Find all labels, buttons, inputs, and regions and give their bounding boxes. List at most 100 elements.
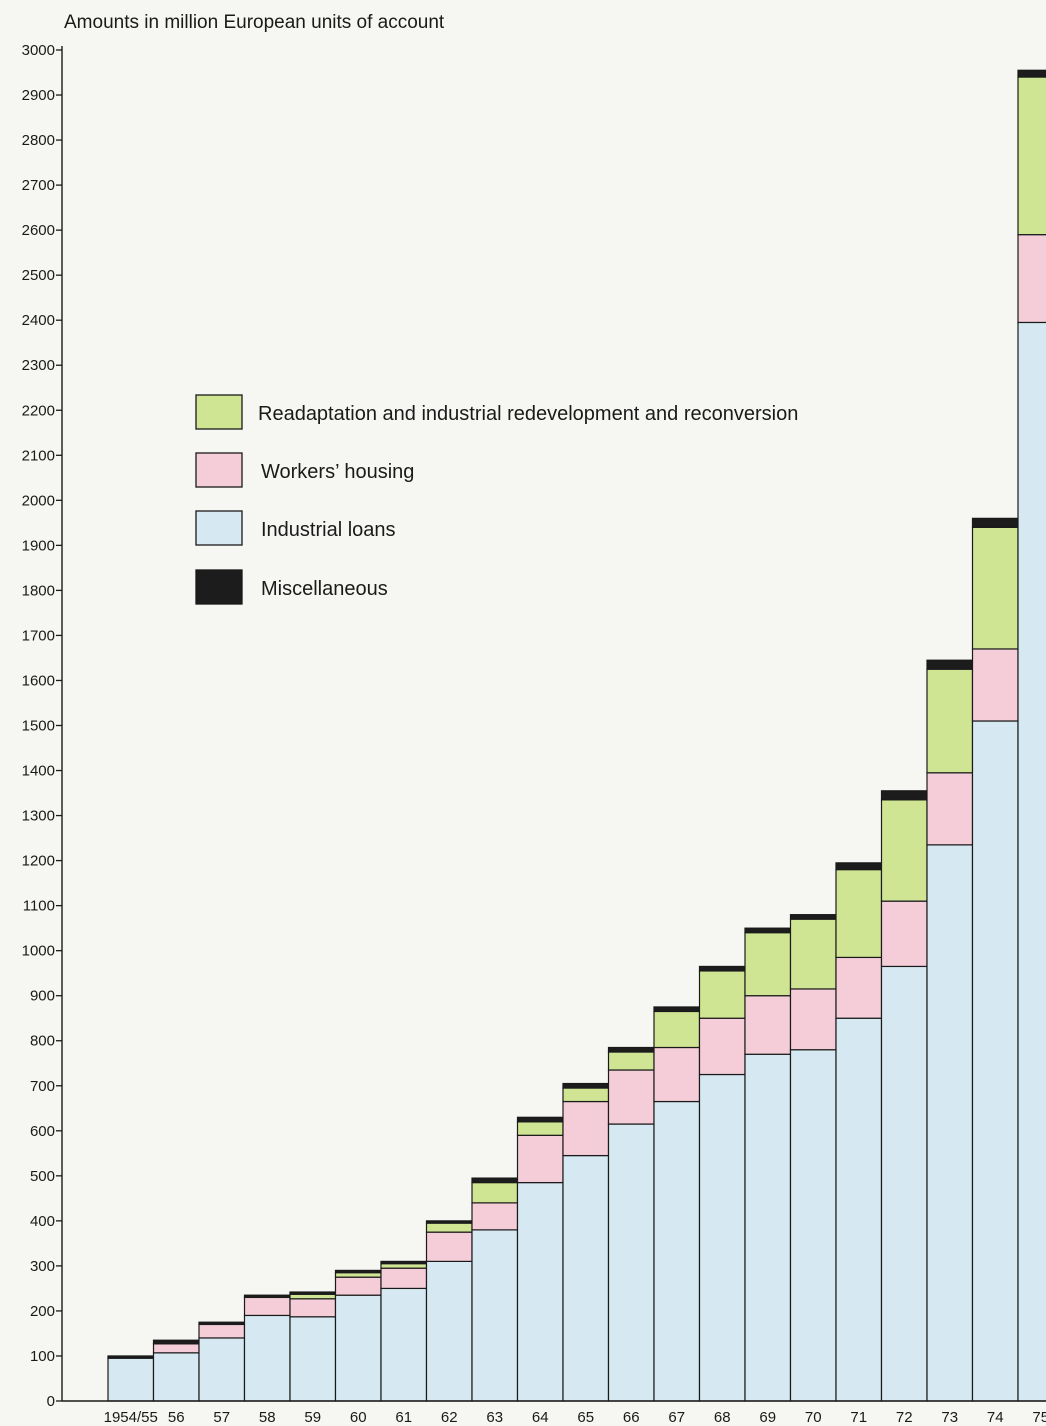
bar-segment-readaptation-and-industrial-redevelopment-and-reconversion xyxy=(425,1222,473,1233)
bar-segment-industrial-loans xyxy=(789,1049,837,1402)
bar-segment-miscellaneous xyxy=(107,1355,155,1359)
bar-segment-miscellaneous xyxy=(926,659,974,670)
bar-segment-workers-housing xyxy=(289,1298,337,1318)
legend-label: Miscellaneous xyxy=(261,578,388,600)
legend-swatch xyxy=(195,569,243,605)
bar-segment-industrial-loans xyxy=(971,720,1019,1402)
bar-segment-workers-housing xyxy=(243,1296,291,1317)
y-tick-label: 600 xyxy=(30,1123,55,1140)
legend-swatch xyxy=(195,510,243,546)
bar-segment-readaptation-and-industrial-redevelopment-and-reconversion xyxy=(926,668,974,774)
x-tick-label: 64 xyxy=(532,1409,549,1426)
bar-segment-miscellaneous xyxy=(1017,69,1046,78)
x-tick-label: 66 xyxy=(623,1409,640,1426)
x-tick-label: 71 xyxy=(850,1409,867,1426)
bar-segment-industrial-loans xyxy=(1017,321,1046,1402)
x-tick-label: 74 xyxy=(987,1409,1004,1426)
bar-segment-workers-housing xyxy=(698,1017,746,1076)
axes: 0 100 200 300 400 500 600 700 800 900 1000 1100 1200… xyxy=(22,42,1046,1426)
bar-segment-workers-housing xyxy=(744,995,792,1055)
y-tick-label: 1000 xyxy=(22,943,55,960)
x-tick-label: 56 xyxy=(168,1409,185,1426)
bar-segment-miscellaneous xyxy=(880,790,928,801)
bar-segment-miscellaneous xyxy=(380,1260,428,1265)
y-tick-label: 1400 xyxy=(22,763,55,780)
y-tick-label: 900 xyxy=(30,988,55,1005)
y-tick-label: 3000 xyxy=(22,42,55,59)
bar-segment-workers-housing xyxy=(926,772,974,846)
x-tick-label: 75 xyxy=(1032,1409,1046,1426)
bar-segment-workers-housing xyxy=(198,1323,246,1339)
bar-segment-industrial-loans xyxy=(835,1017,883,1402)
y-tick-label: 2400 xyxy=(22,312,55,329)
y-tick-label: 700 xyxy=(30,1078,55,1095)
x-tick-label: 60 xyxy=(350,1409,367,1426)
legend-swatch xyxy=(195,394,243,430)
bar-segment-workers-housing xyxy=(971,648,1019,722)
bar-segment-readaptation-and-industrial-redevelopment-and-reconversion xyxy=(562,1087,610,1103)
bar-segment-miscellaneous xyxy=(744,927,792,934)
bar-segment-miscellaneous xyxy=(607,1046,655,1053)
x-tick-label: 58 xyxy=(259,1409,276,1426)
y-tick-label: 1600 xyxy=(22,672,55,689)
y-tick-label: 1300 xyxy=(22,808,55,825)
bar-segment-miscellaneous xyxy=(971,517,1019,528)
bar-segment-readaptation-and-industrial-redevelopment-and-reconversion xyxy=(607,1051,655,1071)
bar-segment-industrial-loans xyxy=(152,1352,200,1402)
y-tick-label: 200 xyxy=(30,1303,55,1320)
y-tick-label: 1700 xyxy=(22,627,55,644)
bar-segment-readaptation-and-industrial-redevelopment-and-reconversion xyxy=(334,1272,382,1278)
bar-segment-industrial-loans xyxy=(744,1053,792,1402)
y-tick-label: 2800 xyxy=(22,132,55,149)
bar-segment-industrial-loans xyxy=(926,844,974,1402)
x-tick-label: 1954/55 xyxy=(104,1409,158,1426)
y-tick-label: 1200 xyxy=(22,853,55,870)
bar-segment-miscellaneous xyxy=(334,1269,382,1274)
bar-segment-workers-housing xyxy=(835,956,883,1019)
y-tick-label: 2500 xyxy=(22,267,55,284)
y-tick-label: 2200 xyxy=(22,402,55,419)
x-tick-label: 68 xyxy=(714,1409,731,1426)
bar-segment-readaptation-and-industrial-redevelopment-and-reconversion xyxy=(835,869,883,959)
bar-segment-readaptation-and-industrial-redevelopment-and-reconversion xyxy=(653,1010,701,1049)
y-tick-label: 500 xyxy=(30,1168,55,1185)
x-tick-label: 70 xyxy=(805,1409,822,1426)
bar-segment-miscellaneous xyxy=(698,965,746,972)
bar-segment-industrial-loans xyxy=(516,1181,564,1402)
bar-segment-readaptation-and-industrial-redevelopment-and-reconversion xyxy=(789,918,837,990)
x-tick-label: 62 xyxy=(441,1409,458,1426)
bar-segment-industrial-loans xyxy=(380,1287,428,1402)
y-tick-label: 100 xyxy=(30,1348,55,1365)
y-tick-label: 2700 xyxy=(22,177,55,194)
y-tick-label: 1500 xyxy=(22,718,55,735)
y-tick-label: 1800 xyxy=(22,582,55,599)
bar-segment-workers-housing xyxy=(516,1134,564,1184)
x-tick-label: 61 xyxy=(395,1409,412,1426)
bar-segment-industrial-loans xyxy=(334,1294,382,1402)
bar-segment-industrial-loans xyxy=(243,1314,291,1402)
bar-segment-workers-housing xyxy=(653,1046,701,1103)
y-tick-label: 400 xyxy=(30,1213,55,1230)
bar-segment-miscellaneous xyxy=(516,1116,564,1123)
bar-segment-miscellaneous xyxy=(471,1177,519,1184)
bar-segment-miscellaneous xyxy=(562,1082,610,1089)
y-tick-label: 2900 xyxy=(22,87,55,104)
bar-segment-industrial-loans xyxy=(107,1357,155,1402)
bar-segment-miscellaneous xyxy=(243,1294,291,1299)
y-tick-label: 2300 xyxy=(22,357,55,374)
bar-segment-industrial-loans xyxy=(607,1123,655,1402)
bar-segment-readaptation-and-industrial-redevelopment-and-reconversion xyxy=(880,799,928,902)
y-tick-label: 800 xyxy=(30,1033,55,1050)
bar-segment-industrial-loans xyxy=(471,1229,519,1402)
bar-segment-workers-housing xyxy=(334,1276,382,1296)
bar-segment-readaptation-and-industrial-redevelopment-and-reconversion xyxy=(698,970,746,1019)
bar-segment-readaptation-and-industrial-redevelopment-and-reconversion xyxy=(744,932,792,997)
bar-segment-readaptation-and-industrial-redevelopment-and-reconversion xyxy=(289,1293,337,1300)
bar-segment-miscellaneous xyxy=(289,1291,337,1295)
bar-segment-workers-housing xyxy=(380,1267,428,1290)
legend: Readaptation and industrial redevelopmen… xyxy=(195,394,798,605)
bar-segment-readaptation-and-industrial-redevelopment-and-reconversion xyxy=(380,1263,428,1269)
bar-segment-miscellaneous xyxy=(653,1006,701,1013)
